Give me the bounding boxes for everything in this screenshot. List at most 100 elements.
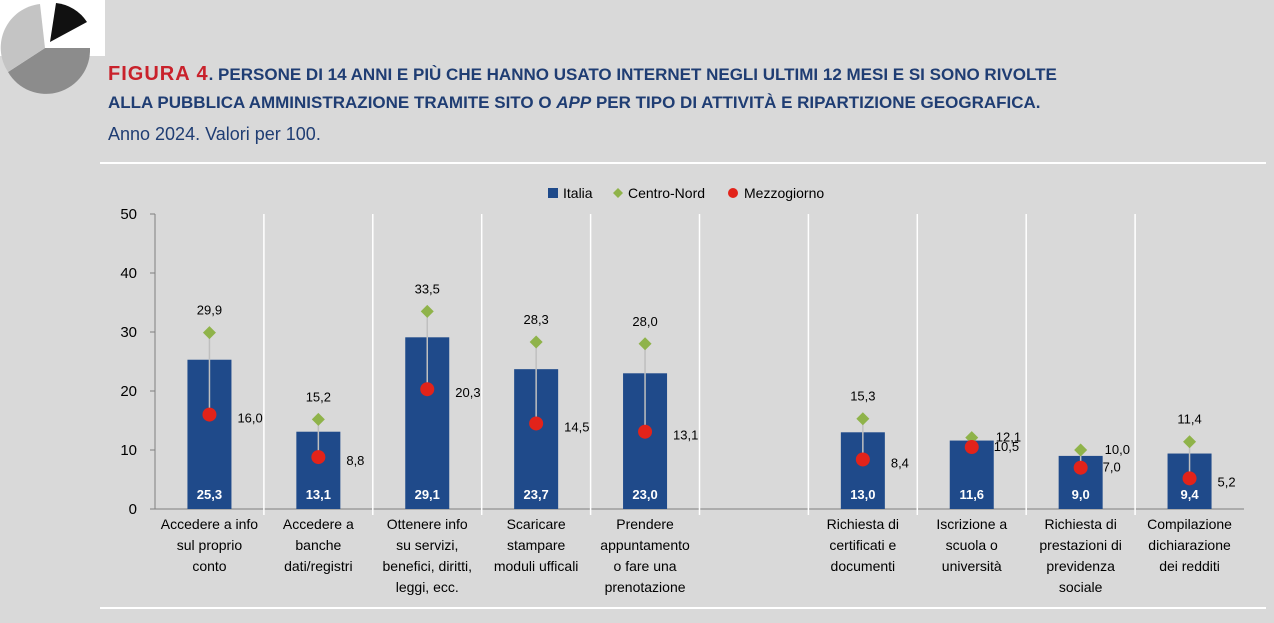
point-mezzogiorno	[855, 452, 870, 467]
chart-title-line1: FIGURA 4. PERSONE DI 14 ANNI E PIÙ CHE H…	[108, 63, 1057, 85]
bar-value-label-italia: 23,7	[523, 487, 548, 502]
point-mezzogiorno	[964, 440, 979, 455]
x-category-label: prenotazione	[605, 579, 686, 595]
point-centro-nord	[420, 304, 434, 318]
point-centro-nord	[202, 326, 216, 340]
point-centro-nord	[1183, 435, 1197, 449]
value-label-centro-nord: 28,0	[632, 314, 657, 329]
value-label-centro-nord: 29,9	[197, 303, 222, 318]
x-category-label: banche	[295, 537, 341, 553]
y-tick-label: 50	[120, 206, 137, 223]
x-category-label: leggi, ecc.	[396, 579, 459, 595]
x-category-label: scuola o	[946, 537, 998, 553]
bar-value-label-italia: 9,0	[1072, 487, 1090, 502]
x-category-label: Ottenere info	[387, 516, 468, 532]
point-mezzogiorno	[1073, 460, 1088, 475]
x-category-label: documenti	[831, 558, 896, 574]
title-line2-a: ALLA PUBBLICA AMMINISTRAZIONE TRAMITE SI…	[108, 93, 556, 112]
value-label-centro-nord: 15,2	[306, 389, 331, 404]
point-centro-nord	[1074, 443, 1088, 457]
point-mezzogiorno	[311, 450, 326, 465]
x-category-label: Prendere	[616, 516, 674, 532]
x-category-label: benefici, diritti,	[383, 558, 472, 574]
x-category-label: università	[942, 558, 1002, 574]
x-category-label: dichiarazione	[1148, 537, 1231, 553]
value-label-mezzogiorno: 14,5	[564, 419, 589, 434]
legend-label-italia: Italia	[563, 185, 593, 201]
point-centro-nord	[311, 412, 325, 426]
value-label-centro-nord: 33,5	[415, 281, 440, 296]
x-category-label: dei redditi	[1159, 558, 1220, 574]
point-centro-nord	[529, 335, 543, 349]
bar-value-label-italia: 23,0	[632, 487, 657, 502]
legend-swatch-mezzogiorno	[728, 188, 738, 198]
point-mezzogiorno	[420, 382, 435, 397]
bar-value-label-italia: 13,0	[850, 487, 875, 502]
x-category-label: su servizi,	[396, 537, 458, 553]
x-category-label: Richiesta di	[827, 516, 899, 532]
point-centro-nord	[856, 412, 870, 426]
bar-value-label-italia: 9,4	[1181, 487, 1200, 502]
x-category-label: sul proprio	[177, 537, 243, 553]
value-label-mezzogiorno: 16,0	[237, 411, 262, 426]
point-mezzogiorno	[529, 416, 544, 431]
chart-title-line2: ALLA PUBBLICA AMMINISTRAZIONE TRAMITE SI…	[108, 93, 1041, 112]
y-tick-label: 40	[120, 265, 137, 282]
bar-value-label-italia: 29,1	[415, 487, 440, 502]
x-category-label: Compilazione	[1147, 516, 1232, 532]
value-label-centro-nord: 11,4	[1177, 412, 1201, 427]
x-category-label: appuntamento	[600, 537, 690, 553]
y-tick-label: 30	[120, 324, 137, 341]
value-label-mezzogiorno: 10,5	[994, 439, 1019, 454]
bar-value-label-italia: 25,3	[197, 487, 222, 502]
point-centro-nord	[638, 337, 652, 351]
x-category-label: prestazioni di	[1039, 537, 1122, 553]
bar-value-label-italia: 13,1	[306, 487, 331, 502]
y-tick-label: 20	[120, 383, 137, 400]
x-category-label: moduli ufficali	[494, 558, 579, 574]
legend-label-centro-nord: Centro-Nord	[628, 185, 705, 201]
y-tick-label: 0	[129, 501, 137, 518]
value-label-centro-nord: 15,3	[850, 389, 875, 404]
x-category-label: Accedere a	[283, 516, 354, 532]
x-category-label: conto	[192, 558, 226, 574]
x-category-label: o fare una	[614, 558, 677, 574]
x-category-label: sociale	[1059, 579, 1103, 595]
point-mezzogiorno	[202, 407, 217, 422]
bar-value-label-italia: 11,6	[959, 487, 984, 502]
y-tick-label: 10	[120, 442, 137, 459]
value-label-mezzogiorno: 8,4	[891, 455, 909, 470]
chart-marks: 25,3 29,9 16,0 13,1 15,2 8,8 29,1 33,5 20,3 23,7 2…	[187, 281, 1236, 509]
title-line2-b: PER TIPO DI ATTIVITÀ E RIPARTIZIONE GEOG…	[591, 93, 1040, 112]
value-label-mezzogiorno: 20,3	[455, 385, 480, 400]
x-category-label: Accedere a info	[161, 516, 258, 532]
value-label-centro-nord: 12,1	[996, 430, 1021, 445]
point-mezzogiorno	[1182, 471, 1197, 486]
x-category-label: dati/registri	[284, 558, 352, 574]
chart-subtitle: Anno 2024. Valori per 100.	[108, 124, 321, 144]
title-line1-text: . PERSONE DI 14 ANNI E PIÙ CHE HANNO USA…	[209, 65, 1057, 84]
value-label-mezzogiorno: 13,1	[673, 428, 698, 443]
x-category-label: Iscrizione a	[936, 516, 1007, 532]
point-mezzogiorno	[638, 424, 653, 439]
pie-logo-icon	[0, 3, 91, 94]
x-category-label: previdenza	[1046, 558, 1115, 574]
legend-swatch-italia	[548, 188, 558, 198]
x-category-label: stampare	[507, 537, 566, 553]
value-label-centro-nord: 28,3	[523, 312, 548, 327]
title-line2-app: APP	[555, 93, 592, 112]
value-label-centro-nord: 10,0	[1105, 442, 1130, 457]
value-label-mezzogiorno: 8,8	[346, 453, 364, 468]
x-category-label: certificati e	[829, 537, 896, 553]
x-category-label: Scaricare	[507, 516, 566, 532]
value-label-mezzogiorno: 7,0	[1103, 460, 1121, 475]
legend: Italia Centro-Nord Mezzogiorno	[548, 185, 824, 201]
legend-swatch-centro-nord	[613, 188, 623, 198]
x-category-label: Richiesta di	[1044, 516, 1116, 532]
axes: 0 10 20 30 40 50 Accedere a info sul proprio con…	[120, 206, 1244, 595]
figure-label: FIGURA 4	[108, 63, 209, 85]
legend-label-mezzogiorno: Mezzogiorno	[744, 185, 824, 201]
